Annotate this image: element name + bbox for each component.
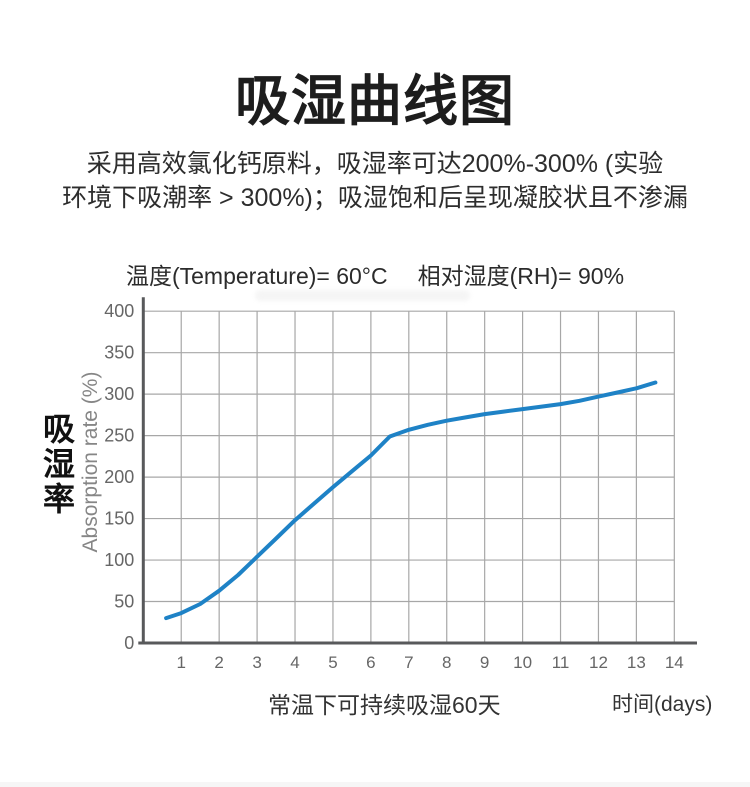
y-tick-label: 200: [104, 467, 134, 487]
x-tick-label: 1: [176, 653, 185, 672]
x-tick-label: 9: [480, 653, 489, 672]
x-tick-label: 12: [589, 653, 608, 672]
y-tick-label: 50: [114, 592, 134, 612]
x-tick-label: 14: [665, 653, 684, 672]
absorption-curve: [164, 380, 658, 621]
y-tick-label: 300: [104, 384, 134, 404]
condition-temperature: 温度(Temperature)= 60°C: [125, 263, 388, 289]
y-tick-label: 100: [104, 550, 134, 570]
test-conditions: 温度(Temperature)= 60°C 相对湿度(RH)= 90%: [0, 257, 750, 291]
subtitle-line-2: 环境下吸潮率 > 300%)；吸湿饱和后呈现凝胶状且不渗漏: [62, 184, 688, 212]
x-tick-label: 5: [328, 653, 337, 672]
watermark-remnant: [255, 290, 470, 301]
condition-humidity: 相对湿度(RH)= 90%: [417, 263, 625, 289]
y-axis-title-cn: 吸湿率: [39, 412, 75, 517]
y-tick-label: 250: [104, 426, 134, 446]
subtitle: 采用高效氯化钙原料，吸湿率可达200%-300% (实验 环境下吸潮率 > 30…: [0, 147, 750, 215]
y-tick-label: 350: [104, 343, 134, 363]
absorption-line-chart: 1 2 3 4 5 6 7 8 9 10 11 12 13 14050100150200250300350…: [104, 297, 697, 672]
x-tick-label: 10: [513, 653, 532, 672]
y-tick-label: 400: [104, 301, 134, 321]
x-tick-label: 6: [366, 653, 375, 672]
x-tick-label: 11: [552, 653, 570, 672]
subtitle-line-1: 采用高效氯化钙原料，吸湿率可达200%-300% (实验: [86, 150, 664, 178]
footer-note: 常温下可持续吸湿60天: [268, 692, 501, 718]
x-tick-label: 2: [214, 653, 223, 672]
y-tick-label: 0: [124, 633, 134, 653]
x-axis-title: 时间(days): [612, 693, 713, 716]
x-tick-label: 8: [442, 653, 451, 672]
bottom-section-divider: [0, 782, 750, 787]
y-tick-label: 150: [104, 509, 134, 529]
y-axis-title-en: Absorption rate (%): [79, 371, 102, 553]
x-tick-label: 4: [290, 653, 299, 672]
x-tick-label: 7: [404, 653, 413, 672]
x-tick-label: 3: [252, 653, 261, 672]
x-tick-label: 13: [627, 653, 646, 672]
page-title: 吸湿曲线图: [234, 70, 515, 132]
